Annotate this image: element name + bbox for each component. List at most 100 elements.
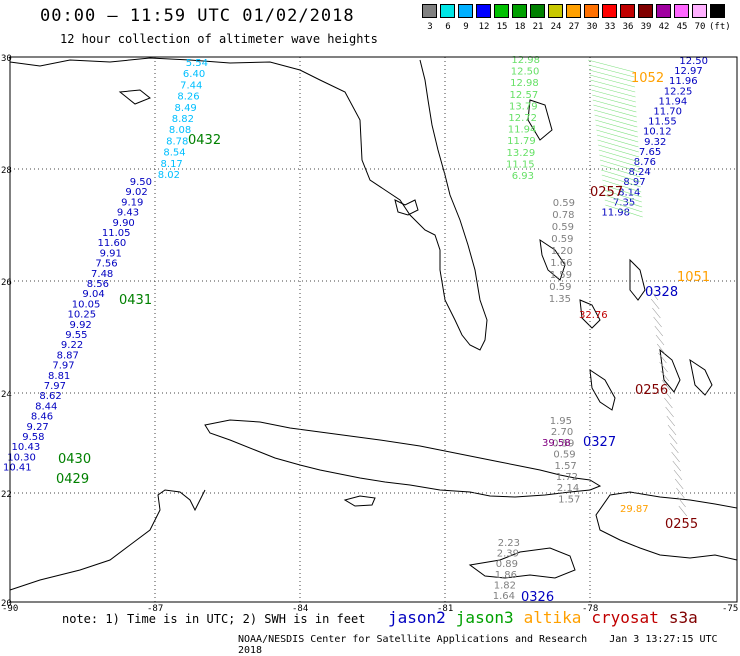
coastline xyxy=(527,99,553,141)
swath-mark xyxy=(589,69,635,83)
scale-label: 12 xyxy=(478,22,490,32)
wave-height-label: 12.98 xyxy=(511,55,540,66)
scale-label: 6 xyxy=(445,22,451,32)
swath-mark xyxy=(671,451,680,463)
wave-height-label: 8.78 xyxy=(166,136,188,147)
scale-swatch xyxy=(656,4,671,18)
scale-swatch xyxy=(620,4,635,18)
coastline-layer xyxy=(9,57,738,591)
swath-mark xyxy=(599,159,641,173)
satellite-legend-s3a: s3a xyxy=(668,608,698,627)
wave-height-label: 2.70 xyxy=(551,427,573,438)
lat-tick-label: 28 xyxy=(1,166,12,176)
swath-mark xyxy=(661,379,671,391)
pass-time-label: 32.76 xyxy=(579,310,608,321)
swath-mark xyxy=(652,307,661,319)
map-title: 00:00 — 11:59 UTC 01/02/2018 xyxy=(40,6,355,26)
wave-height-label: 7.44 xyxy=(180,80,202,91)
scale-swatch xyxy=(458,4,473,18)
wave-height-label: 9.02 xyxy=(125,187,147,198)
swath-mark xyxy=(677,496,686,508)
wave-height-label: 12.25 xyxy=(664,86,693,97)
pass-time-label: 0430 xyxy=(58,452,91,467)
wave-height-label: 11.60 xyxy=(98,238,127,249)
wave-height-label: 8.26 xyxy=(177,92,199,103)
wave-height-label: 2.39 xyxy=(497,549,519,560)
swath-mark xyxy=(653,316,662,328)
wave-height-label: 9.91 xyxy=(100,248,122,259)
wave-height-label: 0.59 xyxy=(553,198,575,209)
wave-height-label: 7.35 xyxy=(613,197,635,208)
wave-height-label: 8.56 xyxy=(87,279,109,290)
coastline xyxy=(9,489,206,591)
lat-tick-label: 24 xyxy=(1,390,12,400)
swath-mark xyxy=(596,134,639,148)
wave-height-label: 2.23 xyxy=(498,538,520,549)
wave-height-label: 1.64 xyxy=(493,591,515,602)
swath-mark xyxy=(595,119,638,133)
swath-mark xyxy=(593,104,637,118)
coastline xyxy=(589,368,616,411)
lon-tick-label: -81 xyxy=(437,604,453,614)
satellite-track-cryosat: 0.590.780.590.591.201.661.590.591.35 xyxy=(549,198,575,305)
wave-height-label: 0.59 xyxy=(549,282,571,293)
wave-height-label: 12.98 xyxy=(510,78,539,89)
pass-time-label: 0328 xyxy=(645,285,678,300)
coastline xyxy=(629,258,646,301)
wave-height-label: 9.50 xyxy=(130,177,152,188)
satellite-legend: jason2 jason3 altika cryosat s3a xyxy=(388,608,708,627)
scale-label: 45 xyxy=(676,22,688,32)
scale-label: 15 xyxy=(496,22,508,32)
wave-height-label: 11.55 xyxy=(648,117,677,128)
satellite-track-jason3: 5.546.407.448.268.498.828.088.788.548.17… xyxy=(158,58,208,181)
swath-mark xyxy=(603,189,642,203)
wave-height-label: 12.97 xyxy=(674,66,703,77)
lat-tick-label: 22 xyxy=(1,490,12,500)
swath-mark xyxy=(656,343,666,355)
wave-height-label: 1.35 xyxy=(549,294,571,305)
swath-mark xyxy=(594,114,638,128)
swath-mark xyxy=(592,94,637,108)
wave-height-label: 9.32 xyxy=(644,137,666,148)
swath-mark xyxy=(665,406,674,418)
satellite-track-jason3: 12.9812.5012.9812.5713.7912.7211.9411.79… xyxy=(506,55,540,182)
wave-height-label: 10.12 xyxy=(643,127,672,138)
wave-height-label: 8.97 xyxy=(623,177,645,188)
swath-mark xyxy=(605,204,643,218)
scale-swatch xyxy=(476,4,491,18)
track-layer: 5.546.407.448.268.498.828.088.788.548.17… xyxy=(3,55,708,602)
swath-mark xyxy=(592,99,637,113)
scale-label: 42 xyxy=(658,22,670,32)
swath-mark xyxy=(601,174,641,188)
scale-swatch xyxy=(512,4,527,18)
swath-mark xyxy=(672,460,682,472)
scale-label: 27 xyxy=(568,22,580,32)
scale-swatch xyxy=(548,4,563,18)
satellite-legend-altika: altika xyxy=(523,608,582,627)
credit-line: NOAA/NESDIS Center for Satellite Applica… xyxy=(238,634,740,656)
swath-mark xyxy=(660,370,670,382)
scale-swatch xyxy=(494,4,509,18)
lat-tick-label: 20 xyxy=(1,599,12,609)
lon-tick-label: -87 xyxy=(147,604,163,614)
pass-time-label: 0256 xyxy=(635,383,668,398)
swath-mark xyxy=(676,487,685,499)
scale-label: 9 xyxy=(463,22,469,32)
scale-label: 36 xyxy=(622,22,634,32)
wave-height-label: 1.82 xyxy=(494,580,516,591)
scale-swatch xyxy=(638,4,653,18)
swath-mark xyxy=(678,505,688,517)
overlap-swaths xyxy=(587,59,688,517)
wave-height-label: 0.89 xyxy=(496,559,518,570)
pass-time-label: 29.87 xyxy=(620,504,649,515)
scale-swatch xyxy=(440,4,455,18)
wave-height-label: 11.98 xyxy=(601,208,630,219)
scale-swatch xyxy=(710,4,725,18)
scale-swatch xyxy=(584,4,599,18)
swath-mark xyxy=(600,164,641,178)
swath-mark xyxy=(667,424,677,436)
wave-height-label: 8.82 xyxy=(172,114,194,125)
wave-height-label: 8.49 xyxy=(175,103,197,114)
wave-height-label: 9.43 xyxy=(117,208,139,219)
wave-height-label: 8.44 xyxy=(35,401,57,412)
